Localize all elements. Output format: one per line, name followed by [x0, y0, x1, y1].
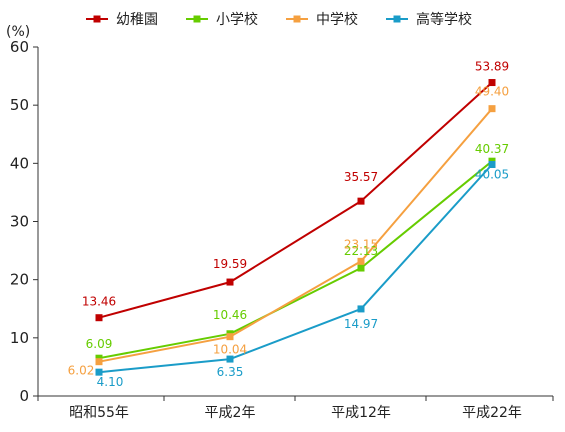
y-tick-label: 10: [10, 329, 29, 347]
legend-label-high-school: 高等学校: [416, 11, 472, 28]
legend-item-elementary: 小学校: [186, 11, 258, 28]
data-label-kindergarten: 53.89: [475, 60, 509, 74]
data-point-junior-high: [357, 257, 365, 265]
data-point-kindergarten: [357, 197, 365, 205]
legend: 幼稚園 小学校 中学校 高等学校: [86, 11, 472, 28]
data-label-high-school: 6.35: [217, 365, 244, 379]
y-tick-label: 0: [19, 387, 29, 405]
y-tick-label: 50: [10, 96, 29, 114]
data-label-high-school: 40.05: [475, 167, 509, 181]
legend-marker-kindergarten: [93, 15, 101, 23]
legend-label-kindergarten: 幼稚園: [116, 12, 158, 28]
series-line-junior-high: [98, 108, 493, 363]
data-label-junior-high: 10.04: [213, 343, 247, 357]
data-point-kindergarten: [488, 79, 496, 87]
data-label-junior-high: 49.40: [475, 85, 509, 99]
data-point-high-school: [95, 368, 103, 376]
y-tick-label: 20: [10, 271, 29, 289]
data-label-kindergarten: 19.59: [213, 257, 247, 271]
data-label-elementary: 40.37: [475, 142, 509, 156]
data-point-high-school: [357, 305, 365, 313]
legend-item-high-school: 高等学校: [386, 11, 472, 28]
series-line-elementary: [98, 160, 493, 360]
x-tick-label: 昭和55年: [69, 405, 129, 421]
data-label-high-school: 4.10: [97, 375, 124, 389]
data-point-junior-high: [95, 358, 103, 366]
data-label-elementary: 6.09: [86, 337, 113, 351]
y-tick-label: 40: [10, 154, 29, 172]
data-point-junior-high: [226, 333, 234, 341]
axes: 0 10 20 30 40 50 60 昭和55年 平成2年 平成12年 平成22年: [10, 38, 554, 421]
series-line-high-school: [98, 163, 493, 374]
legend-label-junior-high: 中学校: [316, 11, 358, 28]
legend-item-junior-high: 中学校: [286, 11, 358, 28]
series-layer: [95, 79, 496, 376]
data-label-junior-high: 6.02: [68, 364, 95, 378]
data-labels-layer: 13.46 19.59 35.57 53.89 6.09 10.46 22.13 40.37 6…: [68, 60, 510, 390]
data-point-high-school: [226, 355, 234, 363]
data-label-elementary: 10.46: [213, 308, 247, 322]
data-label-elementary: 22.13: [344, 244, 378, 258]
legend-item-kindergarten: 幼稚園: [86, 12, 158, 28]
x-tick-label: 平成2年: [205, 405, 256, 421]
data-point-kindergarten: [95, 314, 103, 322]
data-point-elementary: [357, 264, 365, 272]
data-point-high-school: [488, 160, 496, 168]
data-label-kindergarten: 13.46: [82, 295, 116, 309]
x-tick-label: 平成22年: [462, 405, 522, 421]
y-unit-label: (%): [6, 24, 30, 40]
x-tick-label: 平成12年: [331, 405, 391, 421]
legend-marker-high-school: [393, 15, 401, 23]
y-tick-label: 30: [10, 213, 29, 231]
legend-marker-elementary: [193, 15, 201, 23]
data-point-junior-high: [488, 105, 496, 113]
series-line-kindergarten: [98, 81, 493, 319]
data-label-high-school: 14.97: [344, 317, 378, 331]
legend-marker-junior-high: [293, 15, 301, 23]
data-point-kindergarten: [226, 278, 234, 286]
y-tick-label: 60: [10, 38, 29, 56]
data-label-kindergarten: 35.57: [344, 170, 378, 184]
legend-label-elementary: 小学校: [216, 11, 258, 28]
data-label-junior-high: 23.15: [344, 237, 378, 251]
